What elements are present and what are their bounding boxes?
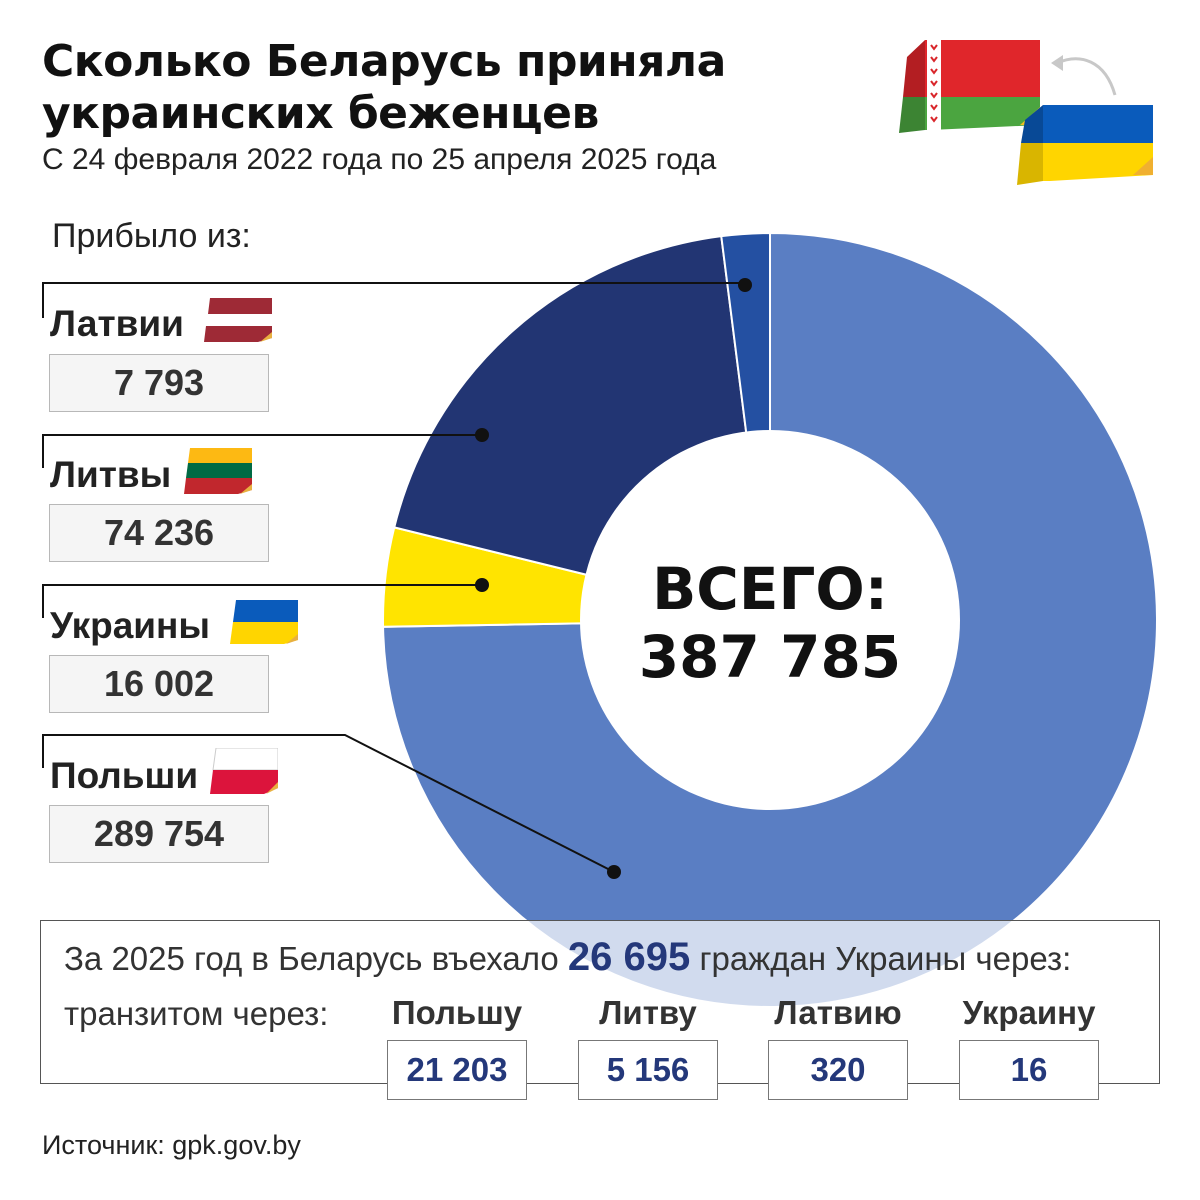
transit-column-label: Украину [962,994,1096,1031]
transit-value-box: 21 203 [387,1040,527,1100]
total-value: 387 785 [638,623,902,691]
transfer-arrow-icon [1056,57,1117,96]
subtitle: С 24 февраля 2022 года по 25 апреля 2025… [42,143,717,176]
leader-dot-lithuania [475,428,489,442]
panel-suffix: граждан Украины через: [699,940,1072,977]
donut-hole [580,430,960,810]
ukraine-small-flag-icon [230,600,298,644]
poland-flag-icon [210,748,278,794]
title-line-1: Сколько Беларусь приняла [42,36,726,87]
leader-dot-poland [607,865,621,879]
transit-label: транзитом через: [64,995,329,1032]
latvia-flag-icon [204,298,272,342]
source-note: Источник: gpk.gov.by [42,1130,301,1160]
flags-illustration [899,40,1153,185]
leader-line-lithuania [42,434,482,468]
panel-prefix: За 2025 год в Беларусь въехало [64,940,559,977]
arrived-from-label: Прибыло из: [52,217,251,255]
transit-column-label: Литву [599,994,697,1031]
leader-line-poland [42,734,615,873]
leader-dot-latvia [738,278,752,292]
value-box-ukraine: 16 002 [49,655,269,713]
lithuania-flag-icon [184,448,252,494]
leader-line-ukraine [42,584,482,618]
belarus-flag-icon [899,40,1040,133]
country-label-poland: Польши [50,755,199,796]
title-line-2: украинских беженцев [42,88,599,139]
panel-headline: За 2025 год в Беларусь въехало 26 695 гр… [64,935,1071,980]
transit-column-label: Польшу [391,994,523,1031]
transit-column-label: Латвию [774,994,902,1031]
ukraine-flag-icon [1017,105,1153,185]
value-box-latvia: 7 793 [49,354,269,412]
page-title: Сколько Беларусь приняла украинских беже… [42,36,862,140]
total: ВСЕГО: 387 785 [580,555,960,691]
country-label-latvia: Латвии [50,303,184,344]
total-label: ВСЕГО: [652,555,888,623]
transit-value-box: 16 [959,1040,1099,1100]
transit-value-box: 320 [768,1040,908,1100]
value-box-lithuania: 74 236 [49,504,269,562]
value-box-poland: 289 754 [49,805,269,863]
leader-dot-ukraine [475,578,489,592]
transit-value-box: 5 156 [578,1040,718,1100]
country-label-lithuania: Литвы [50,454,172,495]
country-label-ukraine: Украины [50,605,210,646]
panel-highlight: 26 695 [567,935,691,979]
leader-line-latvia [42,282,745,318]
